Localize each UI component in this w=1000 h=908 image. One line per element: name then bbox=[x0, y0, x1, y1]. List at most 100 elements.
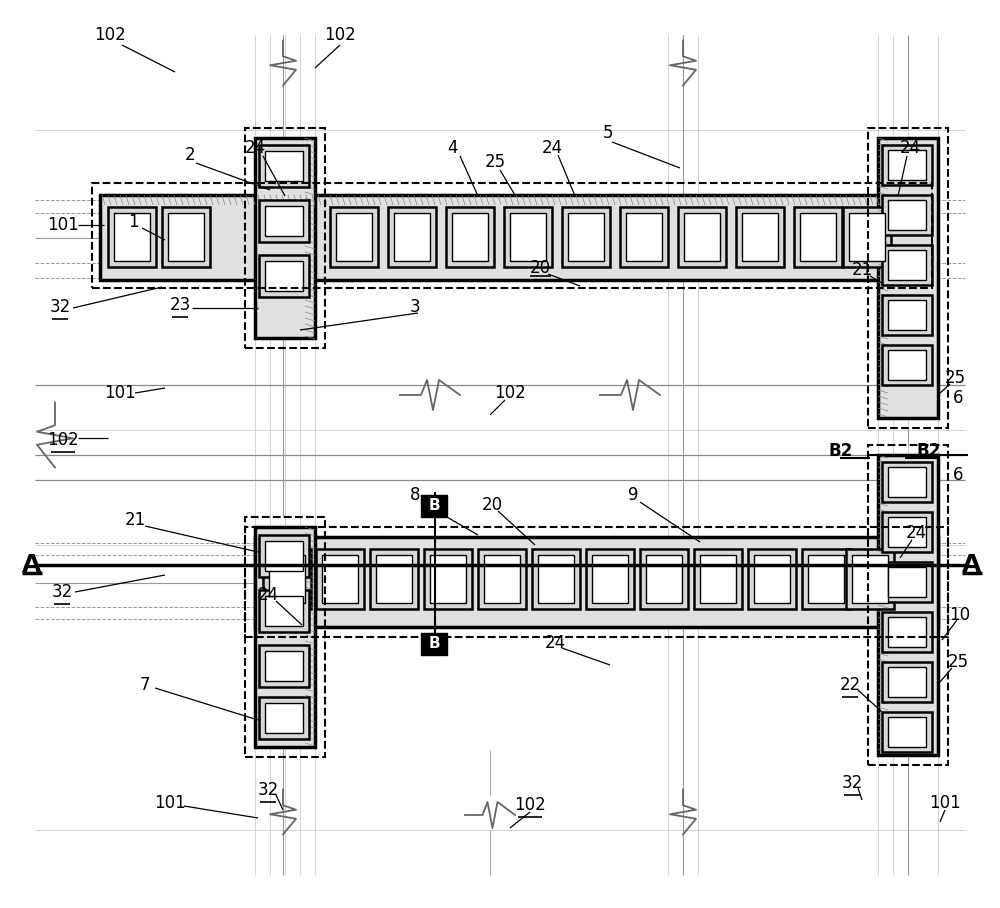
Bar bbox=[162, 207, 210, 267]
Text: 102: 102 bbox=[47, 431, 79, 449]
Text: 25: 25 bbox=[947, 653, 969, 671]
Text: 32: 32 bbox=[841, 774, 863, 792]
Text: 24: 24 bbox=[899, 139, 921, 157]
Bar bbox=[888, 467, 926, 497]
Text: 9: 9 bbox=[628, 486, 638, 504]
Bar bbox=[878, 455, 938, 755]
Bar bbox=[754, 555, 790, 603]
Bar bbox=[882, 345, 932, 385]
Bar bbox=[888, 350, 926, 380]
Text: 102: 102 bbox=[514, 796, 546, 814]
Text: 24: 24 bbox=[257, 586, 279, 604]
Bar bbox=[878, 138, 938, 418]
Bar bbox=[794, 207, 842, 267]
Text: 23: 23 bbox=[169, 296, 191, 314]
Bar bbox=[882, 295, 932, 335]
Bar bbox=[882, 145, 932, 185]
Bar bbox=[263, 549, 311, 609]
Bar bbox=[852, 555, 888, 603]
Bar bbox=[265, 151, 303, 181]
Bar bbox=[394, 213, 430, 261]
Text: 2: 2 bbox=[185, 146, 195, 164]
Bar bbox=[800, 213, 836, 261]
Text: 5: 5 bbox=[603, 124, 613, 142]
Bar bbox=[265, 206, 303, 236]
Bar bbox=[265, 541, 303, 571]
Bar bbox=[330, 207, 378, 267]
Text: 21: 21 bbox=[851, 261, 873, 279]
Text: 24: 24 bbox=[244, 139, 266, 157]
Bar bbox=[259, 255, 309, 297]
Text: 21: 21 bbox=[124, 511, 146, 529]
Text: 6: 6 bbox=[953, 466, 963, 484]
Bar bbox=[568, 213, 604, 261]
Bar bbox=[259, 145, 309, 187]
Text: B2: B2 bbox=[916, 442, 940, 460]
Text: 102: 102 bbox=[94, 26, 126, 44]
Bar bbox=[259, 200, 309, 242]
Bar bbox=[684, 213, 720, 261]
Bar bbox=[882, 512, 932, 552]
Bar bbox=[265, 703, 303, 733]
Bar bbox=[882, 612, 932, 652]
Bar bbox=[484, 555, 520, 603]
Bar bbox=[538, 555, 574, 603]
Text: 24: 24 bbox=[544, 634, 566, 652]
Bar bbox=[592, 555, 628, 603]
Bar bbox=[421, 495, 447, 517]
Bar bbox=[882, 195, 932, 235]
Bar bbox=[265, 651, 303, 681]
Text: 102: 102 bbox=[324, 26, 356, 44]
Bar bbox=[882, 562, 932, 602]
Bar bbox=[245, 128, 325, 348]
Bar bbox=[748, 549, 796, 609]
Bar bbox=[849, 213, 885, 261]
Bar bbox=[843, 207, 891, 267]
Bar bbox=[736, 207, 784, 267]
Bar bbox=[888, 567, 926, 597]
Text: 6: 6 bbox=[953, 389, 963, 407]
Bar bbox=[446, 207, 494, 267]
Bar bbox=[478, 549, 526, 609]
Bar bbox=[255, 527, 315, 747]
Text: 101: 101 bbox=[929, 794, 961, 812]
Text: 8: 8 bbox=[410, 486, 420, 504]
Bar bbox=[269, 555, 305, 603]
Bar bbox=[421, 633, 447, 655]
Text: 10: 10 bbox=[949, 606, 971, 624]
Bar bbox=[620, 207, 668, 267]
Bar bbox=[888, 150, 926, 180]
Text: 4: 4 bbox=[448, 139, 458, 157]
Bar bbox=[802, 549, 850, 609]
Bar bbox=[259, 535, 309, 577]
Text: 7: 7 bbox=[140, 676, 150, 694]
Text: 101: 101 bbox=[104, 384, 136, 402]
Text: 24: 24 bbox=[905, 524, 927, 542]
Bar bbox=[259, 697, 309, 739]
Text: 3: 3 bbox=[410, 298, 420, 316]
Bar bbox=[888, 300, 926, 330]
Bar bbox=[700, 555, 736, 603]
Bar bbox=[452, 213, 488, 261]
Bar bbox=[586, 549, 634, 609]
Bar bbox=[626, 213, 662, 261]
Text: 102: 102 bbox=[494, 384, 526, 402]
Bar bbox=[370, 549, 418, 609]
Bar bbox=[882, 662, 932, 702]
Bar bbox=[114, 213, 150, 261]
Text: 32: 32 bbox=[257, 781, 279, 799]
Bar bbox=[100, 195, 920, 280]
Bar bbox=[245, 527, 948, 637]
Bar bbox=[846, 549, 894, 609]
Bar bbox=[888, 617, 926, 647]
Bar bbox=[646, 555, 682, 603]
Bar bbox=[888, 250, 926, 280]
Text: B2: B2 bbox=[829, 442, 853, 460]
Bar bbox=[640, 549, 688, 609]
Bar bbox=[562, 207, 610, 267]
Text: 24: 24 bbox=[541, 139, 563, 157]
Text: 1: 1 bbox=[128, 213, 138, 231]
Bar bbox=[259, 590, 309, 632]
Bar bbox=[532, 549, 580, 609]
Text: 22: 22 bbox=[839, 676, 861, 694]
